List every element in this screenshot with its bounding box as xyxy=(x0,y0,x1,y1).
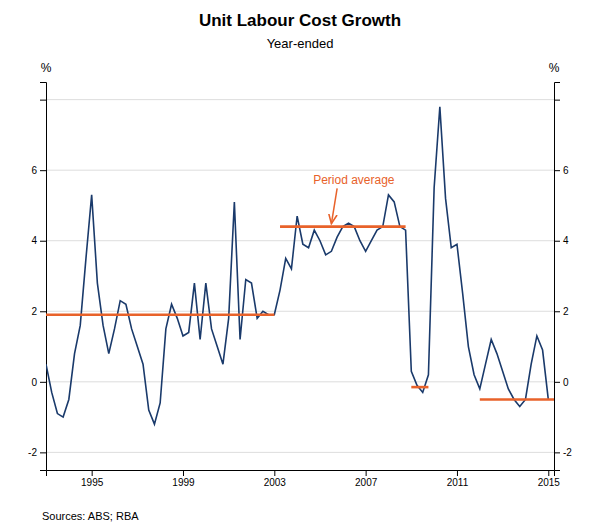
tick: 0 xyxy=(31,377,46,388)
tick: 2 xyxy=(31,306,46,317)
tick: 2011 xyxy=(447,470,469,488)
tick-mark xyxy=(554,311,560,312)
tick: -2 xyxy=(28,447,46,458)
axis-line xyxy=(40,83,47,471)
tick-label: 0 xyxy=(31,377,37,388)
grid xyxy=(46,100,554,453)
tick-mark xyxy=(40,311,46,312)
tick-label: 2015 xyxy=(538,477,561,488)
tick-mark xyxy=(554,382,560,383)
tick xyxy=(40,100,46,101)
tick-label: 2003 xyxy=(264,477,287,488)
tick: 1995 xyxy=(81,470,104,488)
grid-line xyxy=(46,99,554,100)
grid-line xyxy=(46,170,554,171)
tick-mark xyxy=(40,452,46,453)
average-line xyxy=(46,313,274,316)
tick-mark xyxy=(183,470,184,476)
tick-label: -2 xyxy=(563,447,572,458)
tick-mark xyxy=(40,382,46,383)
annotation: Period average xyxy=(313,173,395,187)
tick: 0 xyxy=(554,377,569,388)
tick-mark xyxy=(554,241,560,242)
tick-label: 6 xyxy=(563,165,569,176)
tick: 4 xyxy=(554,235,569,246)
tick-mark xyxy=(92,470,93,476)
tick-label: 1995 xyxy=(81,477,104,488)
axis-line xyxy=(555,83,561,471)
tick-label: 6 xyxy=(31,165,37,176)
plot: 1995 1999 2003 2007 2011 2015 -2 0 2 4 6 -2 0 2 4 6 Peri… xyxy=(28,61,572,488)
tick xyxy=(554,100,560,101)
y2-axis-label: % xyxy=(549,61,560,75)
average-line xyxy=(411,386,428,389)
chart: 1995 1999 2003 2007 2011 2015 -2 0 2 4 6 -2 0 2 4 6 Peri… xyxy=(0,0,600,532)
tick: 6 xyxy=(31,165,46,176)
tick-label: 2 xyxy=(31,306,37,317)
tick-mark xyxy=(554,452,560,453)
axis-line xyxy=(47,471,555,477)
tick-mark xyxy=(274,470,275,476)
tick-label: 2 xyxy=(563,306,569,317)
tick: -2 xyxy=(554,447,572,458)
tick-mark xyxy=(40,170,46,171)
subtitle: Year-ended xyxy=(267,36,334,51)
y-axis-label: % xyxy=(41,61,52,75)
grid-line xyxy=(46,311,554,312)
average-line xyxy=(280,225,406,228)
source: Sources: ABS; RBA xyxy=(42,510,139,522)
y2-axis: -2 0 2 4 6 xyxy=(554,83,572,471)
tick-mark xyxy=(554,170,560,171)
tick-mark xyxy=(40,100,46,101)
tick-label: 2011 xyxy=(447,477,469,488)
grid-line xyxy=(46,240,554,241)
x-axis: 1995 1999 2003 2007 2011 2015 xyxy=(47,470,561,488)
tick-label: 4 xyxy=(563,235,569,246)
title: Unit Labour Cost Growth xyxy=(199,11,401,30)
tick-label: -2 xyxy=(28,447,37,458)
tick-mark xyxy=(554,100,560,101)
tick-label: 2007 xyxy=(355,477,378,488)
average-line xyxy=(480,398,554,401)
tick-label: 0 xyxy=(563,377,569,388)
tick: 6 xyxy=(554,165,569,176)
y-axis: -2 0 2 4 6 xyxy=(28,83,46,471)
tick-mark xyxy=(40,241,46,242)
annotation-arrow xyxy=(331,188,337,223)
grid-line xyxy=(46,452,554,453)
line xyxy=(46,107,548,424)
tick: 2 xyxy=(554,306,569,317)
tick-mark xyxy=(548,470,549,476)
tick: 2015 xyxy=(538,470,561,488)
tick-mark xyxy=(366,470,367,476)
tick-mark xyxy=(457,470,458,476)
tick: 2007 xyxy=(355,470,378,488)
marks xyxy=(46,107,554,424)
tick-label: 1999 xyxy=(172,477,195,488)
tick: 4 xyxy=(31,235,46,246)
tick: 2003 xyxy=(264,470,287,488)
tick-label: 4 xyxy=(31,235,37,246)
tick: 1999 xyxy=(172,470,195,488)
